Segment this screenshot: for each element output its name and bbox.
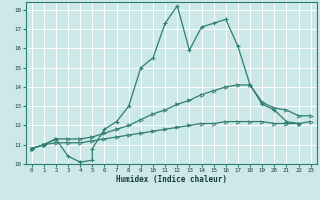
- X-axis label: Humidex (Indice chaleur): Humidex (Indice chaleur): [116, 175, 227, 184]
